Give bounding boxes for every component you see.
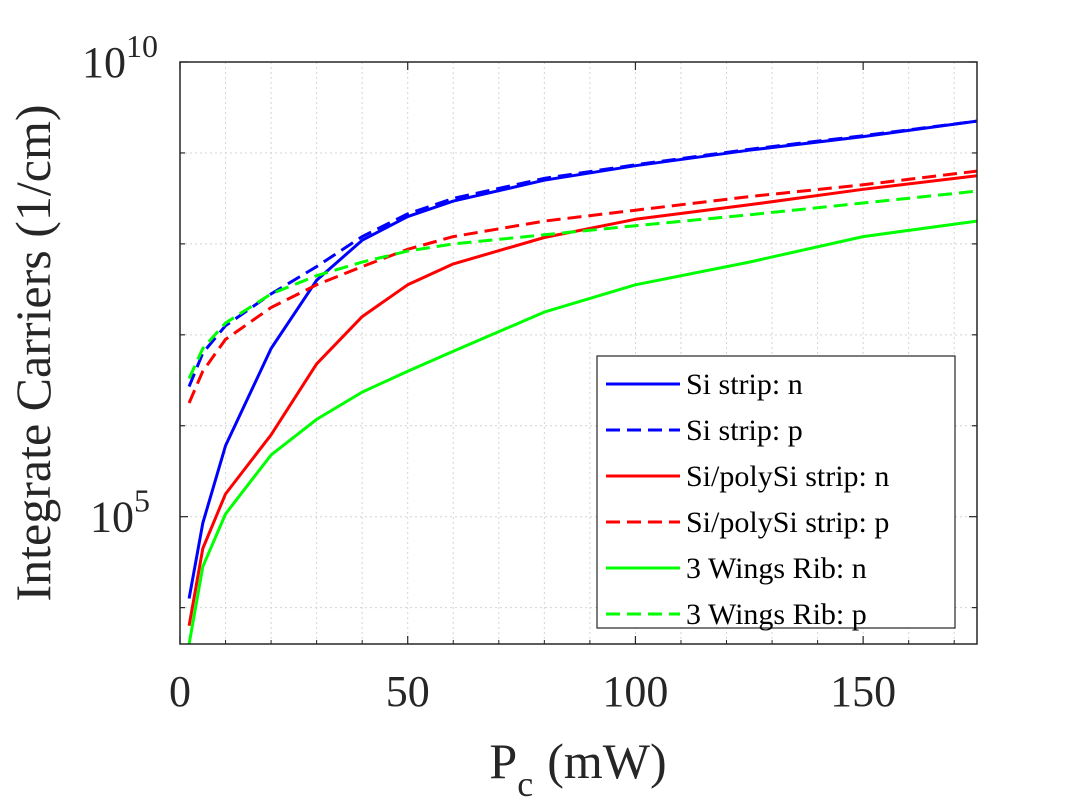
ticks (179, 61, 977, 644)
series-line-6 (187, 189, 977, 380)
x-tick-label: 100 (602, 667, 668, 716)
x-axis-label-main: P (489, 733, 517, 789)
y-tick-label: 105 (90, 483, 150, 542)
plot-frame (179, 61, 978, 645)
series-line-3 (187, 174, 977, 627)
legend-label: 3 Wings Rib: n (686, 552, 867, 585)
legend-label: Si/polySi strip: n (686, 460, 889, 493)
x-axis-label-unit: (mW) (547, 733, 666, 789)
x-axis-label: Pc (mW) (489, 733, 666, 804)
series-line-4 (187, 169, 977, 404)
series-line-5 (187, 219, 977, 644)
y-tick-base: 10 (90, 493, 134, 542)
x-tick-labels: 0 50 100 150 (169, 667, 896, 716)
y-tick-exponent: 10 (126, 28, 158, 64)
y-axis-label: Integrate Carriers (1/cm) (5, 105, 61, 602)
legend-label: Si/polySi strip: p (686, 506, 889, 539)
plot-lines (187, 119, 977, 644)
y-tick-base: 10 (82, 38, 126, 87)
legend-label: 3 Wings Rib: p (686, 598, 867, 631)
series-line-2 (187, 119, 977, 388)
y-tick-label: 1010 (82, 28, 158, 87)
legend: Si strip: n Si strip: p Si/polySi strip: n… (596, 355, 956, 631)
legend-label: Si strip: p (686, 414, 803, 447)
x-tick-label: 0 (169, 667, 191, 716)
x-tick-label: 150 (830, 667, 896, 716)
y-tick-exponent: 5 (134, 483, 150, 519)
x-tick-label: 50 (386, 667, 430, 716)
x-axis-label-subscript: c (517, 764, 533, 804)
legend-box (596, 355, 956, 629)
legend-label: Si strip: n (686, 368, 803, 401)
